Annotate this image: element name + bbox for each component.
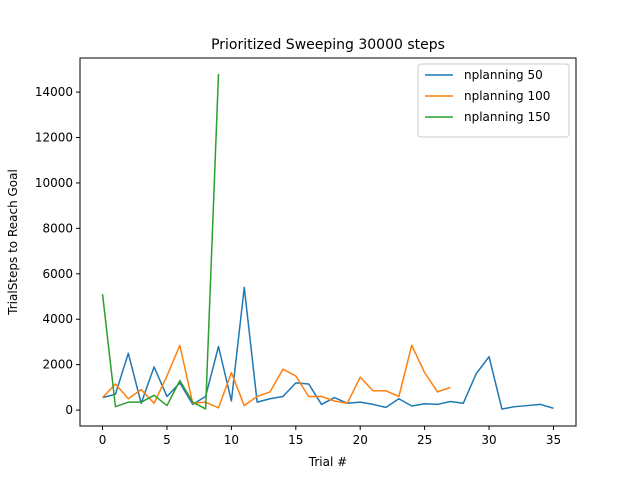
legend-label-1: nplanning 50 xyxy=(464,68,543,82)
x-axis-label: Trial # xyxy=(308,455,347,469)
x-tick-label: 30 xyxy=(481,433,496,447)
y-tick-label: 6000 xyxy=(42,267,73,281)
x-tick-label: 10 xyxy=(224,433,239,447)
y-axis: 0 2000 4000 6000 8000 10000 12000 14000 xyxy=(35,85,80,417)
y-tick-label: 10000 xyxy=(35,176,73,190)
y-tick-label: 12000 xyxy=(35,131,73,145)
x-tick-label: 35 xyxy=(546,433,561,447)
axes-frame xyxy=(79,57,577,427)
y-tick-label: 2000 xyxy=(42,358,73,372)
legend-box xyxy=(417,63,570,138)
x-tick-label: 5 xyxy=(163,433,171,447)
x-tick-label: 25 xyxy=(417,433,432,447)
series-layer xyxy=(101,73,554,410)
x-tick-label: 0 xyxy=(99,433,107,447)
series-line-3 xyxy=(101,73,220,410)
x-axis: 0 5 10 15 20 25 30 35 xyxy=(99,426,561,447)
x-tick-label: 20 xyxy=(353,433,368,447)
y-tick-label: 4000 xyxy=(42,312,73,326)
legend-label-2: nplanning 100 xyxy=(464,89,550,103)
y-tick-label: 14000 xyxy=(35,85,73,99)
legend: nplanning 50 nplanning 100 nplanning 150 xyxy=(417,63,570,138)
plot-area xyxy=(79,57,577,427)
x-tick-label: 15 xyxy=(288,433,303,447)
y-axis-label: TrialSteps to Reach Goal xyxy=(6,169,20,316)
y-tick-label: 0 xyxy=(65,403,73,417)
y-tick-label: 8000 xyxy=(42,221,73,235)
chart-title: Prioritized Sweeping 30000 steps xyxy=(211,37,445,53)
legend-label-3: nplanning 150 xyxy=(464,110,550,124)
series-line-2 xyxy=(102,344,451,409)
